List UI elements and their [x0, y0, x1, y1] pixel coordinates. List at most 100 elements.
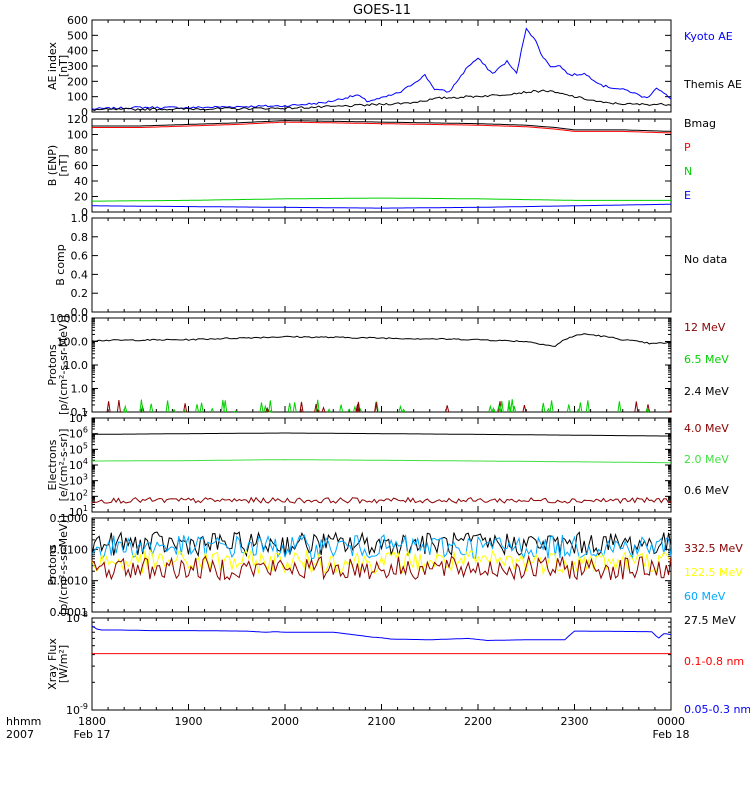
y-axis-label: [W/m²] — [57, 645, 70, 683]
series-line-0.1-0.8-nm — [91, 625, 672, 642]
series-spike — [617, 401, 622, 413]
legend-0.6-mev: 0.6 MeV — [684, 484, 729, 497]
y-tick-exponent: 2 — [83, 488, 88, 497]
y-tick-label: 0.0100 — [50, 543, 89, 556]
y-axis-label: [e/(cm²-s-sr)] — [57, 429, 70, 502]
series-spike — [339, 404, 344, 413]
series-line-4.0-MeV — [91, 496, 672, 505]
legend-bmag: Bmag — [684, 117, 716, 130]
y-axis-label: Xray Flux — [46, 638, 59, 690]
legend-0.1-0.8-nm: 0.1-0.8 nm — [684, 655, 744, 668]
y-tick-exponent: -8 — [80, 610, 88, 619]
y-tick-label: 10-9 — [66, 702, 88, 717]
series-line-Kyoto-AE — [91, 27, 672, 110]
series-spike — [183, 403, 188, 413]
y-tick-label: 500 — [67, 29, 88, 42]
series-spike — [223, 400, 228, 413]
y-tick-label: 0.2 — [71, 287, 89, 300]
y-axis-label: [nT] — [57, 55, 70, 77]
y-tick-label: 0.0001 — [50, 606, 89, 619]
series-spike — [265, 406, 270, 413]
y-tick-label: 600 — [67, 14, 88, 27]
panel-frame — [91, 417, 672, 513]
series-spike — [541, 402, 546, 413]
series-line-Themis-AE — [91, 89, 672, 112]
y-axis-label: [p/(cm²-s-sr-MeV)] — [57, 315, 70, 415]
y-tick-base: 10 — [66, 704, 80, 717]
series-spike — [182, 409, 187, 413]
y-tick-label: 10.0 — [64, 359, 89, 372]
series-spike — [549, 400, 554, 413]
y-tick-label: 0.1000 — [50, 512, 89, 525]
x-tick-label: 2000 — [271, 715, 299, 728]
y-tick-label: 200 — [67, 75, 88, 88]
y-tick-label: 1.0 — [71, 383, 89, 396]
series-spike — [546, 407, 551, 413]
series-spike — [398, 404, 403, 413]
series-spike — [149, 403, 154, 413]
series-line-Bmag — [92, 120, 672, 132]
legend-0.05-0.3-nm: 0.05-0.3 nm — [684, 703, 750, 716]
y-tick-label: 0.8 — [71, 231, 89, 244]
series-spike — [116, 399, 121, 413]
series-line-2.0-MeV — [92, 459, 671, 464]
legend-n: N — [684, 165, 692, 178]
series-spike — [321, 406, 326, 413]
y-tick-label: 102 — [69, 488, 88, 503]
series-spike — [355, 404, 360, 413]
y-tick-label: 100.0 — [57, 336, 89, 349]
y-tick-label: 0.0010 — [50, 575, 89, 588]
y-tick-label: 0 — [81, 206, 88, 219]
series-line-2.4-MeV — [91, 333, 672, 347]
x-date-label: Feb 18 — [653, 728, 690, 741]
y-tick-label: 107 — [69, 410, 88, 425]
series-line-P — [92, 121, 671, 134]
y-tick-label: 40 — [74, 175, 88, 188]
y-tick-label: 0.4 — [71, 268, 89, 281]
legend-2.4-mev: 2.4 MeV — [684, 385, 729, 398]
series-spike — [634, 401, 639, 413]
y-tick-label: 106 — [69, 426, 88, 441]
series-spike — [292, 402, 297, 413]
y-tick-label: 10-8 — [66, 610, 88, 625]
y-tick-label: 104 — [69, 457, 88, 472]
legend-kyoto-ae: Kyoto AE — [684, 30, 733, 43]
y-tick-label: 80 — [74, 144, 88, 157]
legend-e: E — [684, 189, 691, 202]
series-spike — [401, 408, 406, 413]
series-spike — [522, 404, 527, 413]
y-tick-base: 10 — [69, 490, 83, 503]
series-spike — [445, 405, 450, 413]
y-tick-base: 10 — [66, 612, 80, 625]
panel-frame — [91, 19, 672, 113]
legend-2.0-mev: 2.0 MeV — [684, 453, 729, 466]
x-tick-label: 0000 — [657, 715, 685, 728]
legend-12-mev: 12 MeV — [684, 321, 726, 334]
series-spike — [172, 408, 177, 413]
y-tick-label: 101 — [69, 504, 88, 519]
series-spike — [299, 401, 304, 413]
y-tick-label: 103 — [69, 473, 88, 488]
panel-benp: 0 20 40 60 80 100 120 B (ENP)[nT] Bmag PNE — [46, 113, 716, 219]
panel-frame — [91, 317, 672, 413]
y-axis-label: [nT] — [57, 154, 70, 176]
panel-protons_low: 0.1 1.0 10.0 100.0 1000.0 Protons[p/(cm²-s-sr… — [46, 312, 729, 419]
chart-title: GOES-11 — [353, 3, 411, 18]
x-axis-label-hhmm: hhmm — [6, 715, 41, 728]
series-spike — [327, 408, 332, 413]
series-spike — [199, 402, 204, 413]
series-spike — [356, 401, 361, 413]
y-axis-label: AE index — [46, 41, 59, 90]
panel-bcomp: 0.0 0.2 0.4 0.6 0.8 1.0 B comp No data — [54, 212, 727, 319]
y-tick-label: 300 — [67, 60, 88, 73]
legend-60-mev: 60 MeV — [684, 590, 726, 603]
y-tick-label: 0.6 — [71, 250, 89, 263]
y-tick-label: 120 — [67, 113, 88, 126]
y-axis-label: [p/(cm²-s-sr-MeV)] — [57, 515, 70, 615]
panel-electrons: 101102103104105106107Electrons[e/(cm²-s-… — [46, 410, 729, 519]
series-spike — [123, 404, 128, 413]
y-axis-label: B comp — [54, 244, 67, 286]
